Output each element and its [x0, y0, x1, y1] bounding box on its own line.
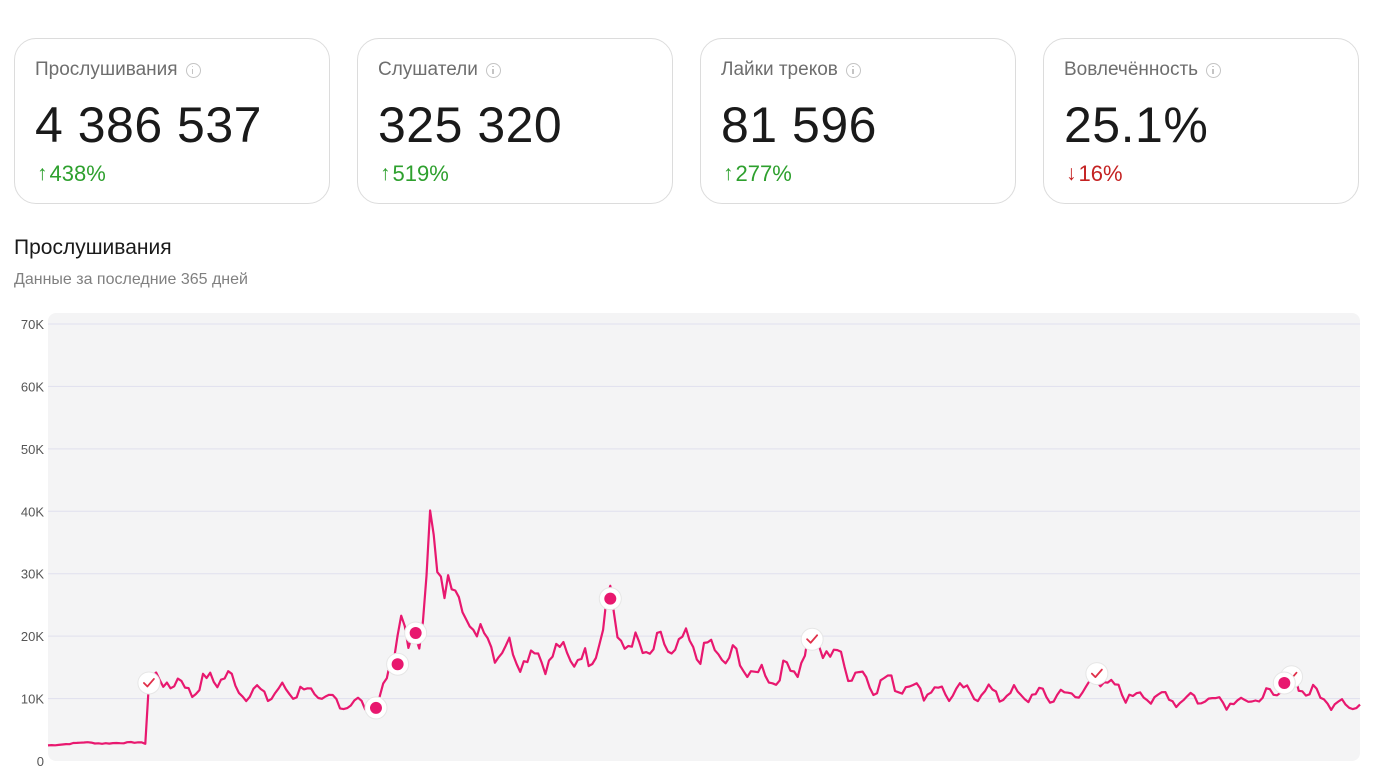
stat-change: ↑ 277%	[723, 161, 792, 187]
info-icon[interactable]	[1206, 62, 1222, 78]
info-icon[interactable]	[845, 62, 861, 78]
check-icon	[806, 634, 819, 644]
stat-card-likes[interactable]: Лайки треков 81 596 ↑ 277%	[700, 38, 1016, 204]
check-marker[interactable]	[137, 671, 161, 695]
chart-title: Прослушивания	[14, 236, 172, 259]
arrow-up-icon: ↑	[380, 162, 391, 185]
stat-change-value: 277%	[735, 161, 792, 186]
stat-value: 4 386 537	[35, 97, 262, 153]
stat-cards: Прослушивания 4 386 537 ↑ 438% Слушатели…	[14, 38, 1360, 206]
plays-chart[interactable]: 0 10K 20K 30K 40K 50K 60K 70K	[0, 300, 1376, 774]
stat-card-listeners[interactable]: Слушатели 325 320 ↑ 519%	[357, 38, 673, 204]
dot-marker[interactable]	[598, 587, 622, 611]
dot-marker[interactable]	[386, 652, 410, 676]
plays-series-line	[47, 509, 1361, 747]
stat-title-label: Прослушивания	[35, 59, 178, 80]
stat-change: ↑ 438%	[37, 161, 106, 187]
y-tick-label: 20K	[21, 629, 44, 644]
stat-value: 25.1%	[1064, 97, 1209, 153]
stat-title-label: Лайки треков	[721, 59, 838, 80]
plot-area	[48, 313, 1360, 761]
check-marker[interactable]	[800, 627, 824, 651]
stat-title-label: Слушатели	[378, 59, 478, 80]
stat-card-title: Прослушивания	[35, 59, 201, 81]
stat-change-value: 519%	[392, 161, 449, 186]
dot-marker[interactable]	[1272, 671, 1296, 695]
stat-card-title: Вовлечённость	[1064, 59, 1222, 81]
y-tick-label: 70K	[21, 317, 44, 332]
arrow-up-icon: ↑	[37, 162, 48, 185]
y-tick-label: 30K	[21, 567, 44, 582]
y-tick-label: 10K	[21, 692, 44, 707]
y-tick-label: 50K	[21, 442, 44, 457]
dot-marker[interactable]	[404, 621, 428, 645]
stat-value: 81 596	[721, 97, 877, 153]
y-tick-label: 40K	[21, 504, 44, 519]
check-icon	[1090, 668, 1103, 678]
arrow-up-icon: ↑	[723, 162, 734, 185]
arrow-down-icon: ↓	[1066, 162, 1077, 185]
stat-card-title: Лайки треков	[721, 59, 861, 81]
stat-change-value: 16%	[1078, 161, 1123, 186]
check-marker[interactable]	[1085, 662, 1109, 686]
dot-marker[interactable]	[364, 696, 388, 720]
stat-card-plays[interactable]: Прослушивания 4 386 537 ↑ 438%	[14, 38, 330, 204]
stat-title-label: Вовлечённость	[1064, 59, 1199, 80]
stat-change-value: 438%	[49, 161, 106, 186]
y-tick-label: 0	[37, 754, 44, 769]
stat-change: ↓ 16%	[1066, 161, 1123, 187]
stat-card-engagement[interactable]: Вовлечённость 25.1% ↓ 16%	[1043, 38, 1359, 204]
info-icon[interactable]	[485, 62, 501, 78]
stat-value: 325 320	[378, 97, 563, 153]
stat-change: ↑ 519%	[380, 161, 449, 187]
y-tick-label: 60K	[21, 379, 44, 394]
check-icon	[143, 678, 155, 688]
plays-line-chart[interactable]: 0 10K 20K 30K 40K 50K 60K 70K	[0, 300, 1376, 774]
stat-card-title: Слушатели	[378, 59, 501, 81]
chart-subtitle: Данные за последние 365 дней	[14, 271, 248, 288]
info-icon[interactable]	[185, 62, 201, 78]
